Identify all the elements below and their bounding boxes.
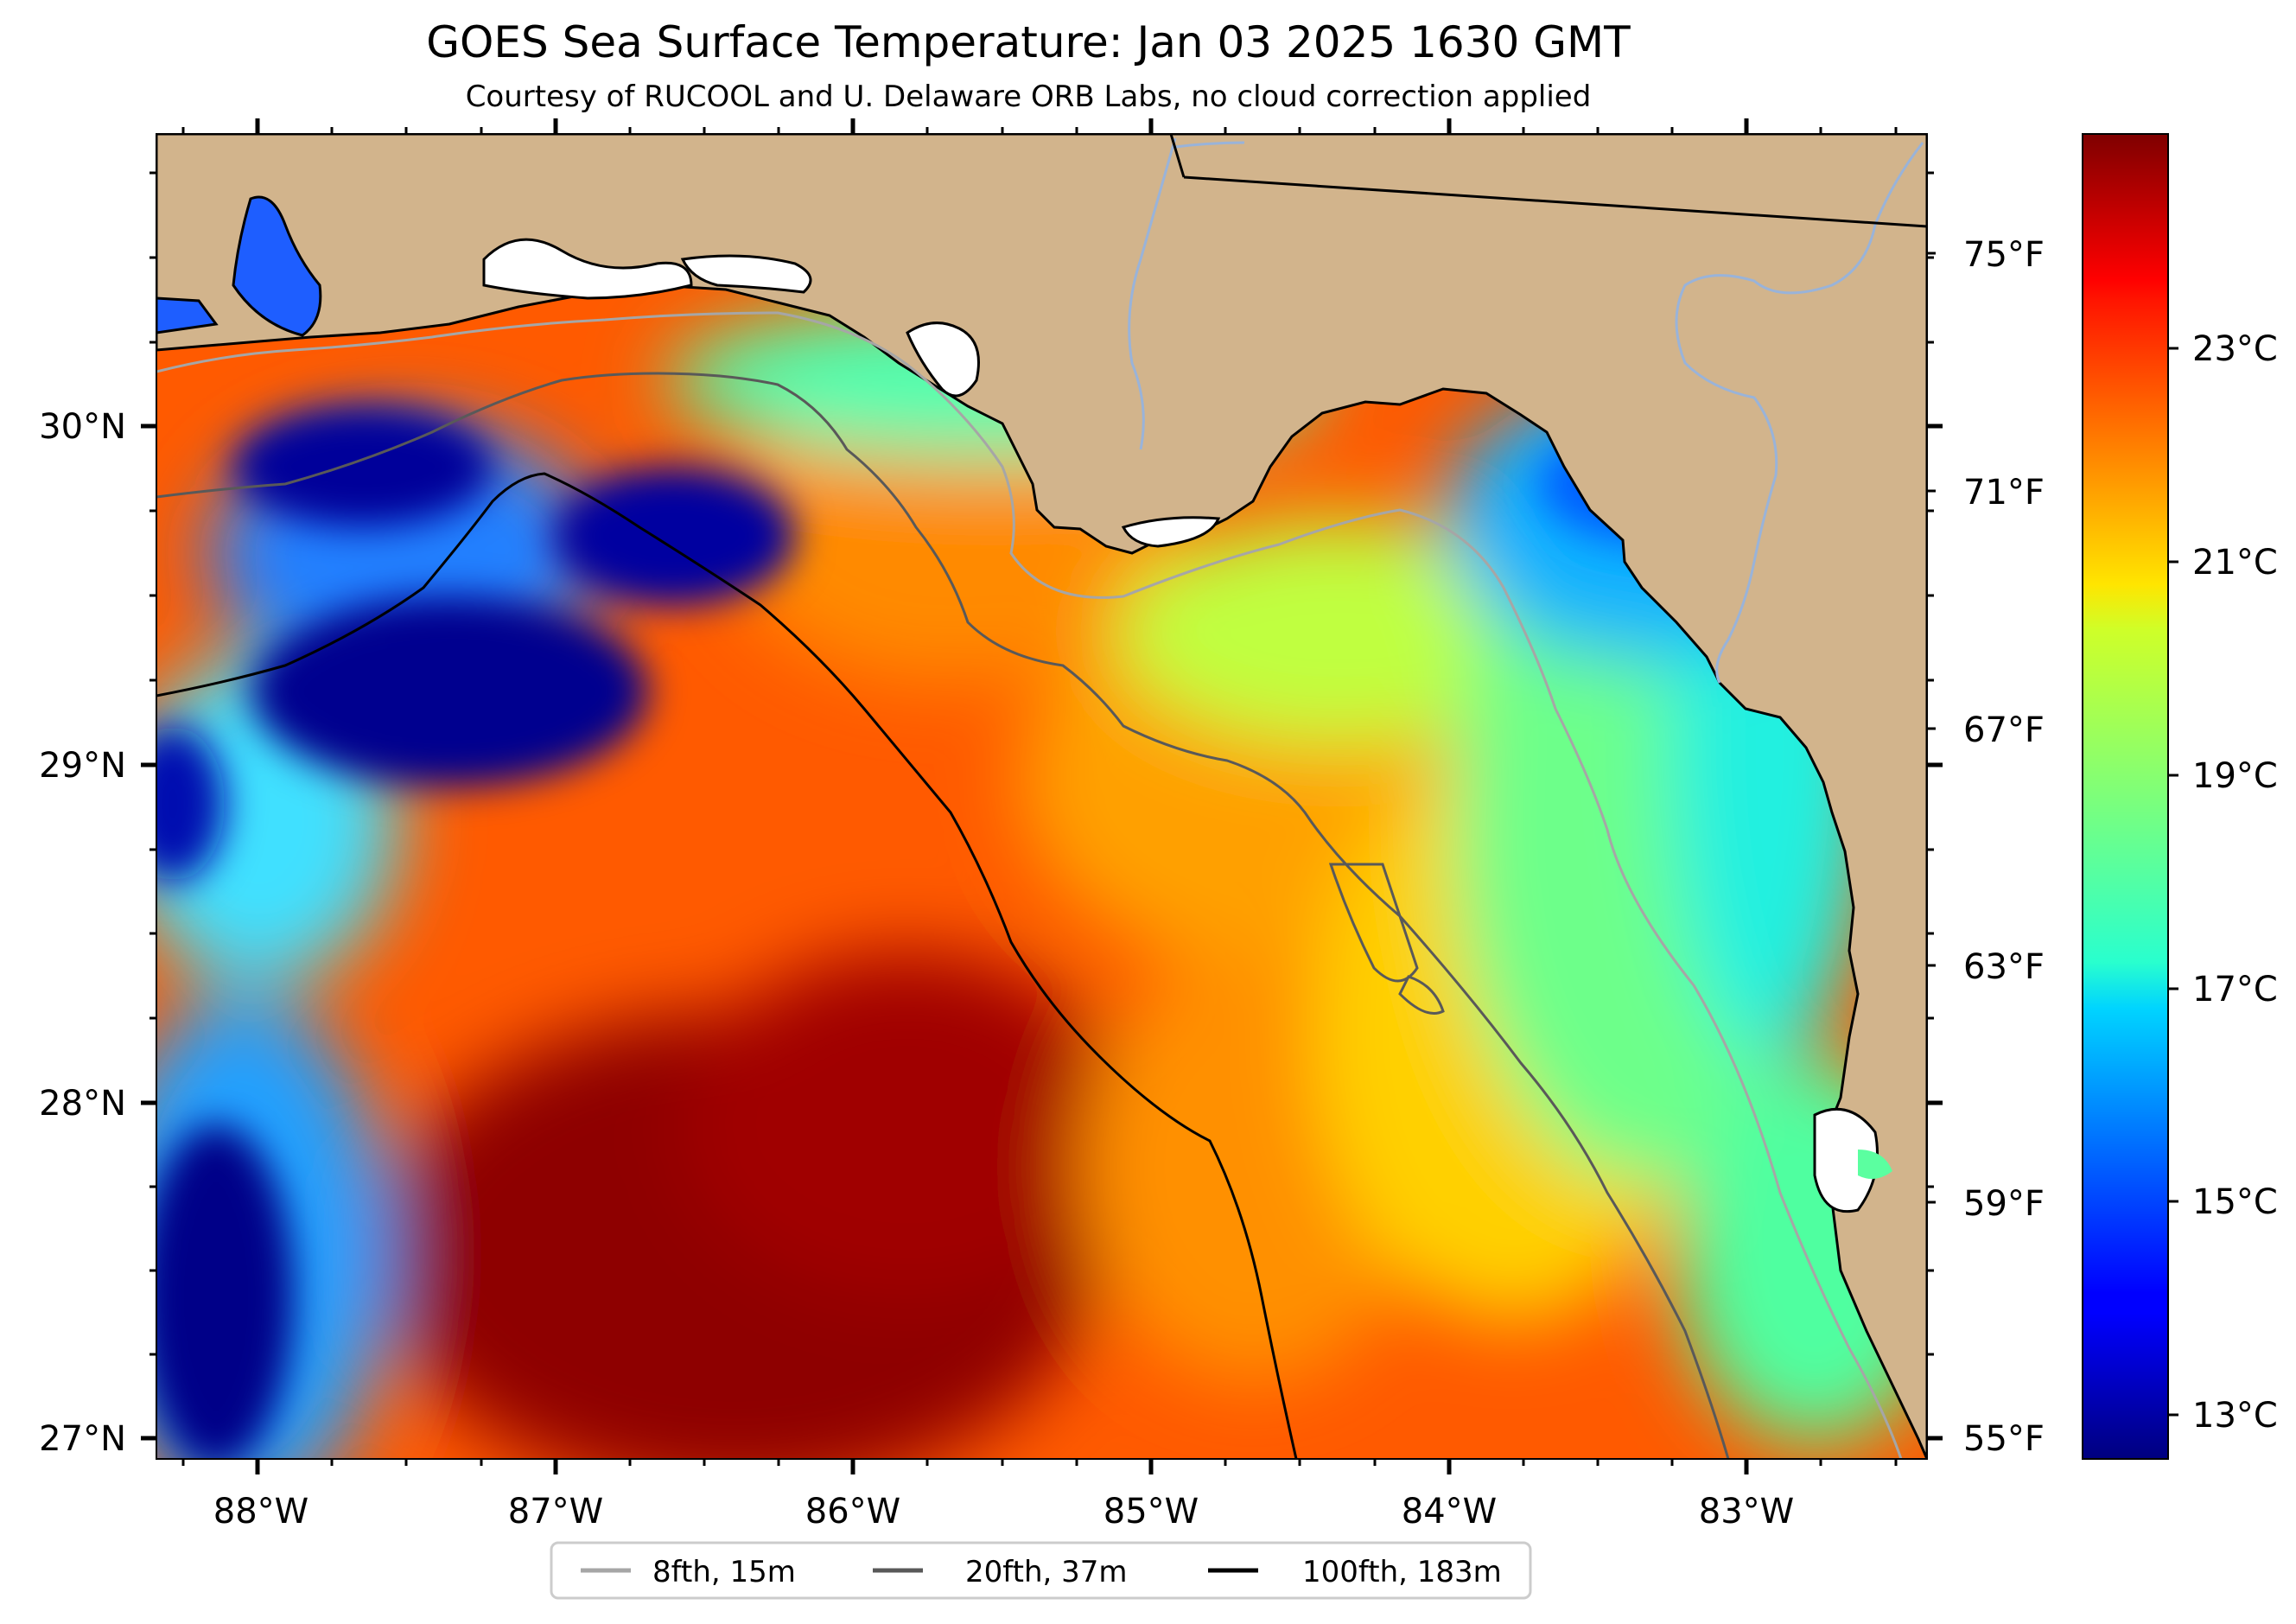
fahrenheit-label-71: 71°F xyxy=(1963,473,2045,513)
lon-minor-ticks xyxy=(181,127,1898,1466)
lat-label-28n: 28°N xyxy=(39,1084,126,1124)
pensacola-bay xyxy=(482,238,693,300)
lat-label-29n: 29°N xyxy=(39,746,126,786)
fahrenheit-label-67: 67°F xyxy=(1963,710,2045,750)
lat-label-27n: 27°N xyxy=(39,1419,126,1459)
legend-label-8fth: 8fth, 15m xyxy=(652,1555,796,1589)
fahrenheit-label-59: 59°F xyxy=(1963,1184,2045,1224)
fahrenheit-label-75: 75°F xyxy=(1963,235,2045,275)
figure-subtitle: Courtesy of RUCOOL and U. Delaware ORB L… xyxy=(465,80,1592,114)
legend-label-100fth: 100fth, 183m xyxy=(1302,1555,1502,1589)
lon-major-ticks xyxy=(255,118,1749,1474)
colorbar-label-13c: 13°C xyxy=(2192,1396,2278,1436)
fahrenheit-label-63: 63°F xyxy=(1963,947,2045,987)
lat-label-30n: 30°N xyxy=(39,407,126,447)
isobath-legend: 8fth, 15m 20fth, 37m 100fth, 183m xyxy=(550,1541,1532,1600)
colorbar-label-23c: 23°C xyxy=(2192,329,2278,369)
lat-minor-ticks xyxy=(149,171,1934,1356)
isobath-20fth xyxy=(156,372,1730,1459)
lat-major-ticks xyxy=(141,424,1943,1441)
lon-label-85w: 85°W xyxy=(1103,1492,1199,1532)
colorbar xyxy=(2082,133,2169,1460)
isobath-8fth xyxy=(156,311,1903,1459)
st-andrew-bay xyxy=(906,322,980,398)
mobile-bay xyxy=(232,195,322,337)
river xyxy=(1128,137,1177,450)
colorbar-label-21c: 21°C xyxy=(2192,543,2278,583)
lon-label-84w: 84°W xyxy=(1402,1492,1497,1532)
lon-label-83w: 83°W xyxy=(1699,1492,1794,1532)
lon-label-88w: 88°W xyxy=(213,1492,308,1532)
colorbar-label-17c: 17°C xyxy=(2192,970,2278,1009)
big-bend-shoals xyxy=(1328,863,1445,1015)
sst-map xyxy=(156,134,1927,1459)
fahrenheit-label-55: 55°F xyxy=(1963,1419,2045,1459)
colorbar-ticks xyxy=(2168,347,2178,1417)
colorbar-label-15c: 15°C xyxy=(2192,1182,2278,1222)
state-boundary xyxy=(1183,175,1927,228)
legend-label-20fth: 20fth, 37m xyxy=(965,1555,1128,1589)
map-frame xyxy=(156,133,1928,1460)
cold-patches xyxy=(156,406,1780,1459)
figure-title: GOES Sea Surface Temperature: Jan 03 202… xyxy=(426,17,1631,67)
land-mass xyxy=(156,134,1927,1459)
isobath-100fth xyxy=(156,472,1298,1459)
fahrenheit-ticks xyxy=(1927,252,1936,1204)
colorbar-label-19c: 19°C xyxy=(2192,756,2278,796)
lon-label-87w: 87°W xyxy=(508,1492,603,1532)
lon-label-86w: 86°W xyxy=(805,1492,900,1532)
